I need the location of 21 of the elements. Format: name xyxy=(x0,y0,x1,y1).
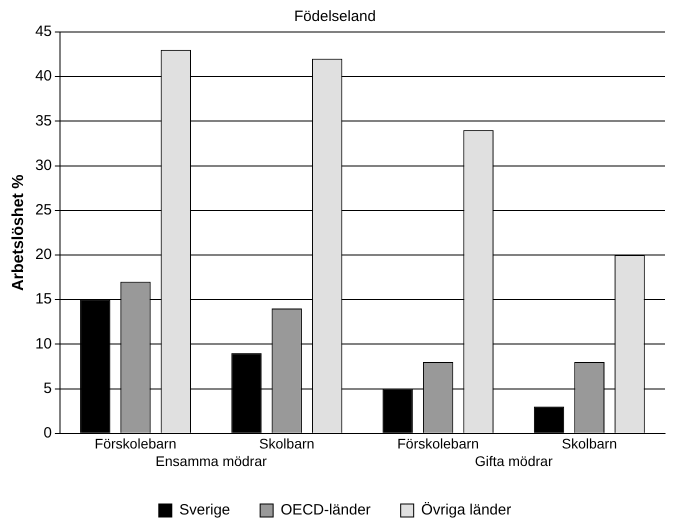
y-tick-label: 35 xyxy=(35,112,52,130)
legend-label: Övriga länder xyxy=(421,502,512,519)
x-tick-label: Förskolebarn xyxy=(94,436,176,452)
y-tick-label: 20 xyxy=(35,246,52,264)
y-tick-label: 10 xyxy=(35,335,52,352)
y-tick-label: 0 xyxy=(44,424,52,442)
y-tick-label: 45 xyxy=(35,23,52,40)
x-tick-label: Skolbarn xyxy=(259,436,314,452)
y-tick-label: 5 xyxy=(44,380,52,397)
y-tick-label: 15 xyxy=(35,290,52,308)
text: Gifta mödrar xyxy=(474,452,553,469)
y-tick-label: 25 xyxy=(35,202,52,219)
chart-title: Födelseland xyxy=(294,8,376,26)
x-tick-label: Skolbarn xyxy=(562,436,617,452)
legend-label: OECD-länder xyxy=(280,502,371,519)
y-tick-label: 40 xyxy=(35,68,52,85)
legend-label: Sverige xyxy=(179,502,230,519)
text: Ensamma mödrar xyxy=(156,452,268,469)
y-tick-label: 30 xyxy=(35,156,52,174)
x-tick-label: Förskolebarn xyxy=(397,436,479,452)
y-axis-title: Arbetslöshet % xyxy=(10,174,28,291)
